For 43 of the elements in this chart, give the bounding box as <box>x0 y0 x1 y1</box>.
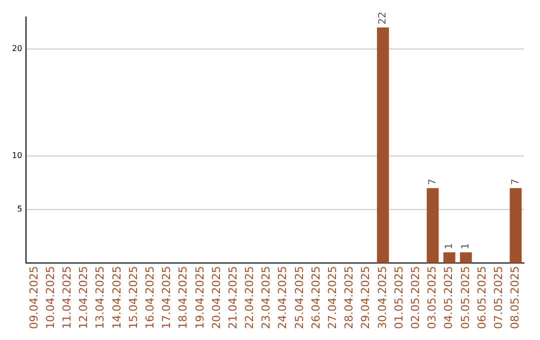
x-tick-label: 15.04.2025 <box>126 266 140 330</box>
x-tick-label: 02.05.2025 <box>408 266 422 330</box>
x-tick-label: 23.04.2025 <box>260 266 273 330</box>
x-tick-label: 11.04.2025 <box>60 266 74 330</box>
x-tick-label: 06.05.2025 <box>475 266 488 330</box>
x-tick-label: 08.05.2025 <box>508 266 522 330</box>
y-tick-label: 10 <box>12 151 22 160</box>
x-tick-label: 29.04.2025 <box>359 266 372 330</box>
data-label: 1 <box>444 242 455 250</box>
x-tick-label: 16.04.2025 <box>143 266 156 330</box>
y-tick-label: 5 <box>17 204 22 214</box>
bar <box>376 28 389 264</box>
x-tick-label: 19.04.2025 <box>193 266 206 330</box>
x-tick-label: 30.04.2025 <box>376 266 389 330</box>
x-tick-label: 10.04.2025 <box>44 266 57 330</box>
bar <box>443 252 456 264</box>
data-label: 1 <box>460 242 472 250</box>
data-label: 7 <box>427 178 438 186</box>
x-tick-label: 03.05.2025 <box>426 266 439 330</box>
x-tick-label: 13.04.2025 <box>94 266 107 330</box>
x-tick-label: 07.05.2025 <box>492 266 505 330</box>
bar <box>510 188 522 264</box>
bar <box>426 188 439 264</box>
x-tick-label: 01.05.2025 <box>392 266 406 330</box>
bar <box>460 252 472 264</box>
x-tick-label: 28.04.2025 <box>342 266 356 330</box>
data-label: 7 <box>510 178 522 186</box>
x-tick-label: 27.04.2025 <box>326 266 340 330</box>
x-tick-label: 25.04.2025 <box>292 266 306 330</box>
x-tick-label: 21.04.2025 <box>226 266 240 330</box>
y-tick-label: 20 <box>12 44 22 53</box>
x-tick-label: 24.04.2025 <box>276 266 290 330</box>
x-tick-label: 14.04.2025 <box>110 266 124 330</box>
x-tick-label: 05.05.2025 <box>458 266 472 330</box>
x-tick-label: 09.04.2025 <box>27 266 40 330</box>
x-tick-label: 04.05.2025 <box>442 266 456 330</box>
x-tick-label: 17.04.2025 <box>160 266 174 330</box>
x-tick-label: 18.04.2025 <box>176 266 190 330</box>
data-label: 22 <box>378 12 389 25</box>
x-tick-label: 20.04.2025 <box>210 266 223 330</box>
x-tick-label: 22.04.2025 <box>243 266 256 330</box>
x-tick-label: 12.04.2025 <box>77 266 90 330</box>
x-tick-label: 26.04.2025 <box>309 266 322 330</box>
